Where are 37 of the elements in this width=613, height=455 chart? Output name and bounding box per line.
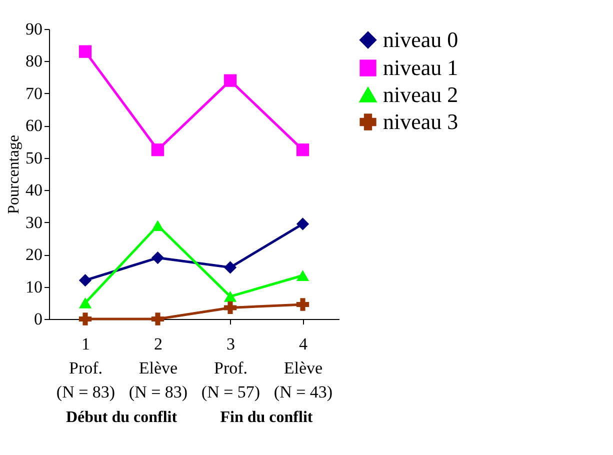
x-tick-label: 1 Prof. (N = 83)	[56, 334, 116, 402]
legend-label: niveau 3	[383, 109, 458, 134]
y-tick-label: 80	[26, 52, 42, 71]
point	[151, 312, 164, 326]
point	[78, 274, 92, 287]
legend-label: niveau 1	[383, 55, 458, 80]
legend-label: niveau 0	[383, 27, 458, 52]
point	[224, 301, 237, 314]
point	[151, 144, 164, 156]
point	[224, 290, 237, 302]
y-tick-label: 30	[26, 212, 42, 232]
y-tick-label: 60	[26, 116, 42, 136]
y-tick-label: 20	[26, 245, 42, 264]
point	[78, 45, 92, 58]
point	[78, 312, 92, 326]
point	[296, 144, 310, 156]
y-tick-label: 40	[26, 180, 42, 200]
point	[78, 297, 92, 308]
point	[224, 74, 237, 87]
point	[296, 218, 310, 230]
y-tick-label: 70	[26, 84, 42, 103]
x-tick-label: 3 Prof. (N = 57)	[201, 334, 260, 402]
legend-label: niveau 2	[383, 82, 458, 107]
point	[296, 298, 310, 311]
text: Début du conflit	[66, 409, 178, 426]
y-axis-title: Pourcentage	[6, 134, 22, 214]
x-tick-label: 4 Elève (N = 43)	[274, 334, 333, 402]
y-tick-label: 0	[34, 310, 42, 328]
point	[224, 261, 237, 274]
y-tick-label: 90	[26, 20, 42, 38]
point	[296, 270, 310, 281]
point	[151, 251, 164, 264]
x-tick-label: 2 Elève (N = 83)	[128, 334, 188, 402]
text: Fin du conflit	[220, 409, 314, 426]
point	[151, 220, 164, 232]
y-tick-label: 50	[26, 148, 42, 168]
y-tick-label: 10	[26, 277, 42, 296]
